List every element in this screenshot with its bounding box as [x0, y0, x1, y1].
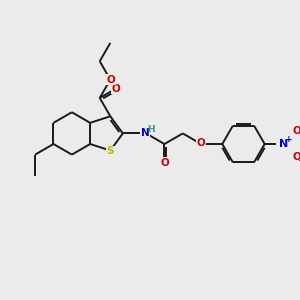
- Text: N: N: [141, 128, 149, 138]
- Text: H: H: [147, 125, 154, 134]
- Text: +: +: [284, 135, 292, 144]
- Text: O: O: [107, 75, 116, 85]
- Text: S: S: [106, 146, 114, 157]
- Text: N: N: [279, 139, 288, 149]
- Text: O: O: [292, 152, 300, 162]
- Text: −: −: [297, 156, 300, 165]
- Text: O: O: [292, 126, 300, 136]
- Text: O: O: [160, 158, 169, 168]
- Text: O: O: [197, 138, 206, 148]
- Text: O: O: [112, 84, 121, 94]
